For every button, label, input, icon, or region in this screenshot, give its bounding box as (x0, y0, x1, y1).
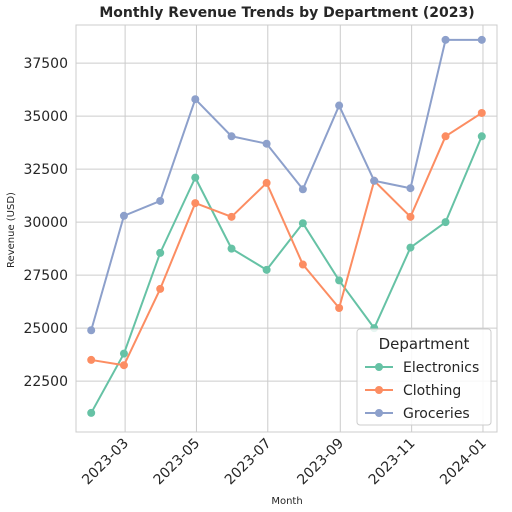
x-tick-label: 2023-05 (151, 436, 204, 489)
legend-box (356, 328, 492, 426)
legend-marker (375, 409, 383, 417)
data-point (370, 176, 379, 185)
y-tick-label: 32500 (23, 162, 68, 178)
chart-title: Monthly Revenue Trends by Department (20… (99, 5, 474, 21)
data-point (335, 276, 344, 285)
y-axis-ticks: 22500 25000 27500 30000 32500 35000 37500 (23, 56, 68, 390)
legend: Department Electronics Clothing Groceries (356, 328, 492, 426)
legend-item: Clothing (365, 383, 461, 399)
data-point (441, 35, 450, 44)
data-point (406, 243, 415, 252)
data-point (262, 178, 271, 187)
legend-items: Electronics Clothing Groceries (365, 360, 479, 422)
series-groceries (87, 35, 486, 335)
y-tick-label: 37500 (23, 56, 68, 72)
data-point (119, 361, 128, 370)
legend-item: Electronics (365, 360, 479, 376)
x-tick-label: 2023-09 (294, 436, 347, 489)
legend-marker (375, 386, 383, 394)
data-point (335, 101, 344, 110)
y-tick-label: 35000 (23, 109, 68, 125)
y-axis-label: Revenue (USD) (6, 192, 17, 268)
legend-label: Clothing (403, 383, 461, 399)
series-electronics (87, 132, 486, 417)
data-point (477, 132, 486, 141)
data-point (477, 35, 486, 44)
data-point (156, 248, 165, 257)
plot-area (75, 24, 498, 433)
data-point (406, 184, 415, 193)
data-point (191, 95, 200, 104)
x-axis-ticks: 2023-03 2023-05 2023-07 2023-09 2023-11 2024-… (79, 436, 490, 489)
data-point (191, 173, 200, 182)
data-point (262, 139, 271, 148)
data-point (441, 132, 450, 141)
data-point (87, 408, 96, 417)
legend-item: Groceries (365, 406, 470, 422)
x-tick-label: 2023-11 (366, 436, 419, 489)
data-point (441, 218, 450, 227)
legend-marker (375, 363, 383, 371)
series-line (91, 112, 483, 367)
y-tick-label: 25000 (23, 321, 68, 337)
data-point (298, 260, 307, 269)
legend-title: Department (379, 335, 470, 353)
x-tick-label: 2023-03 (79, 436, 132, 489)
y-tick-label: 22500 (23, 374, 68, 390)
data-point (477, 108, 486, 117)
data-point (227, 132, 236, 141)
data-point (298, 219, 307, 228)
legend-label: Electronics (403, 360, 479, 376)
series-line (90, 38, 482, 331)
data-point (262, 265, 271, 274)
data-point (156, 196, 165, 205)
x-tick-label: 2024-01 (437, 436, 490, 489)
data-point (227, 212, 236, 221)
series (87, 35, 486, 417)
series-line (90, 135, 483, 414)
x-tick-label: 2023-07 (222, 436, 275, 489)
y-tick-label: 30000 (23, 215, 68, 231)
x-axis-label: Month (271, 496, 302, 507)
y-tick-label: 27500 (23, 268, 68, 284)
data-point (119, 349, 128, 358)
data-point (298, 185, 307, 194)
legend-label: Groceries (403, 406, 470, 422)
data-point (227, 244, 236, 253)
data-point (87, 355, 96, 364)
data-point (335, 303, 344, 312)
data-point (191, 199, 200, 208)
data-point (406, 212, 415, 221)
data-point (87, 326, 96, 335)
data-point (156, 284, 165, 293)
data-point (119, 211, 128, 220)
